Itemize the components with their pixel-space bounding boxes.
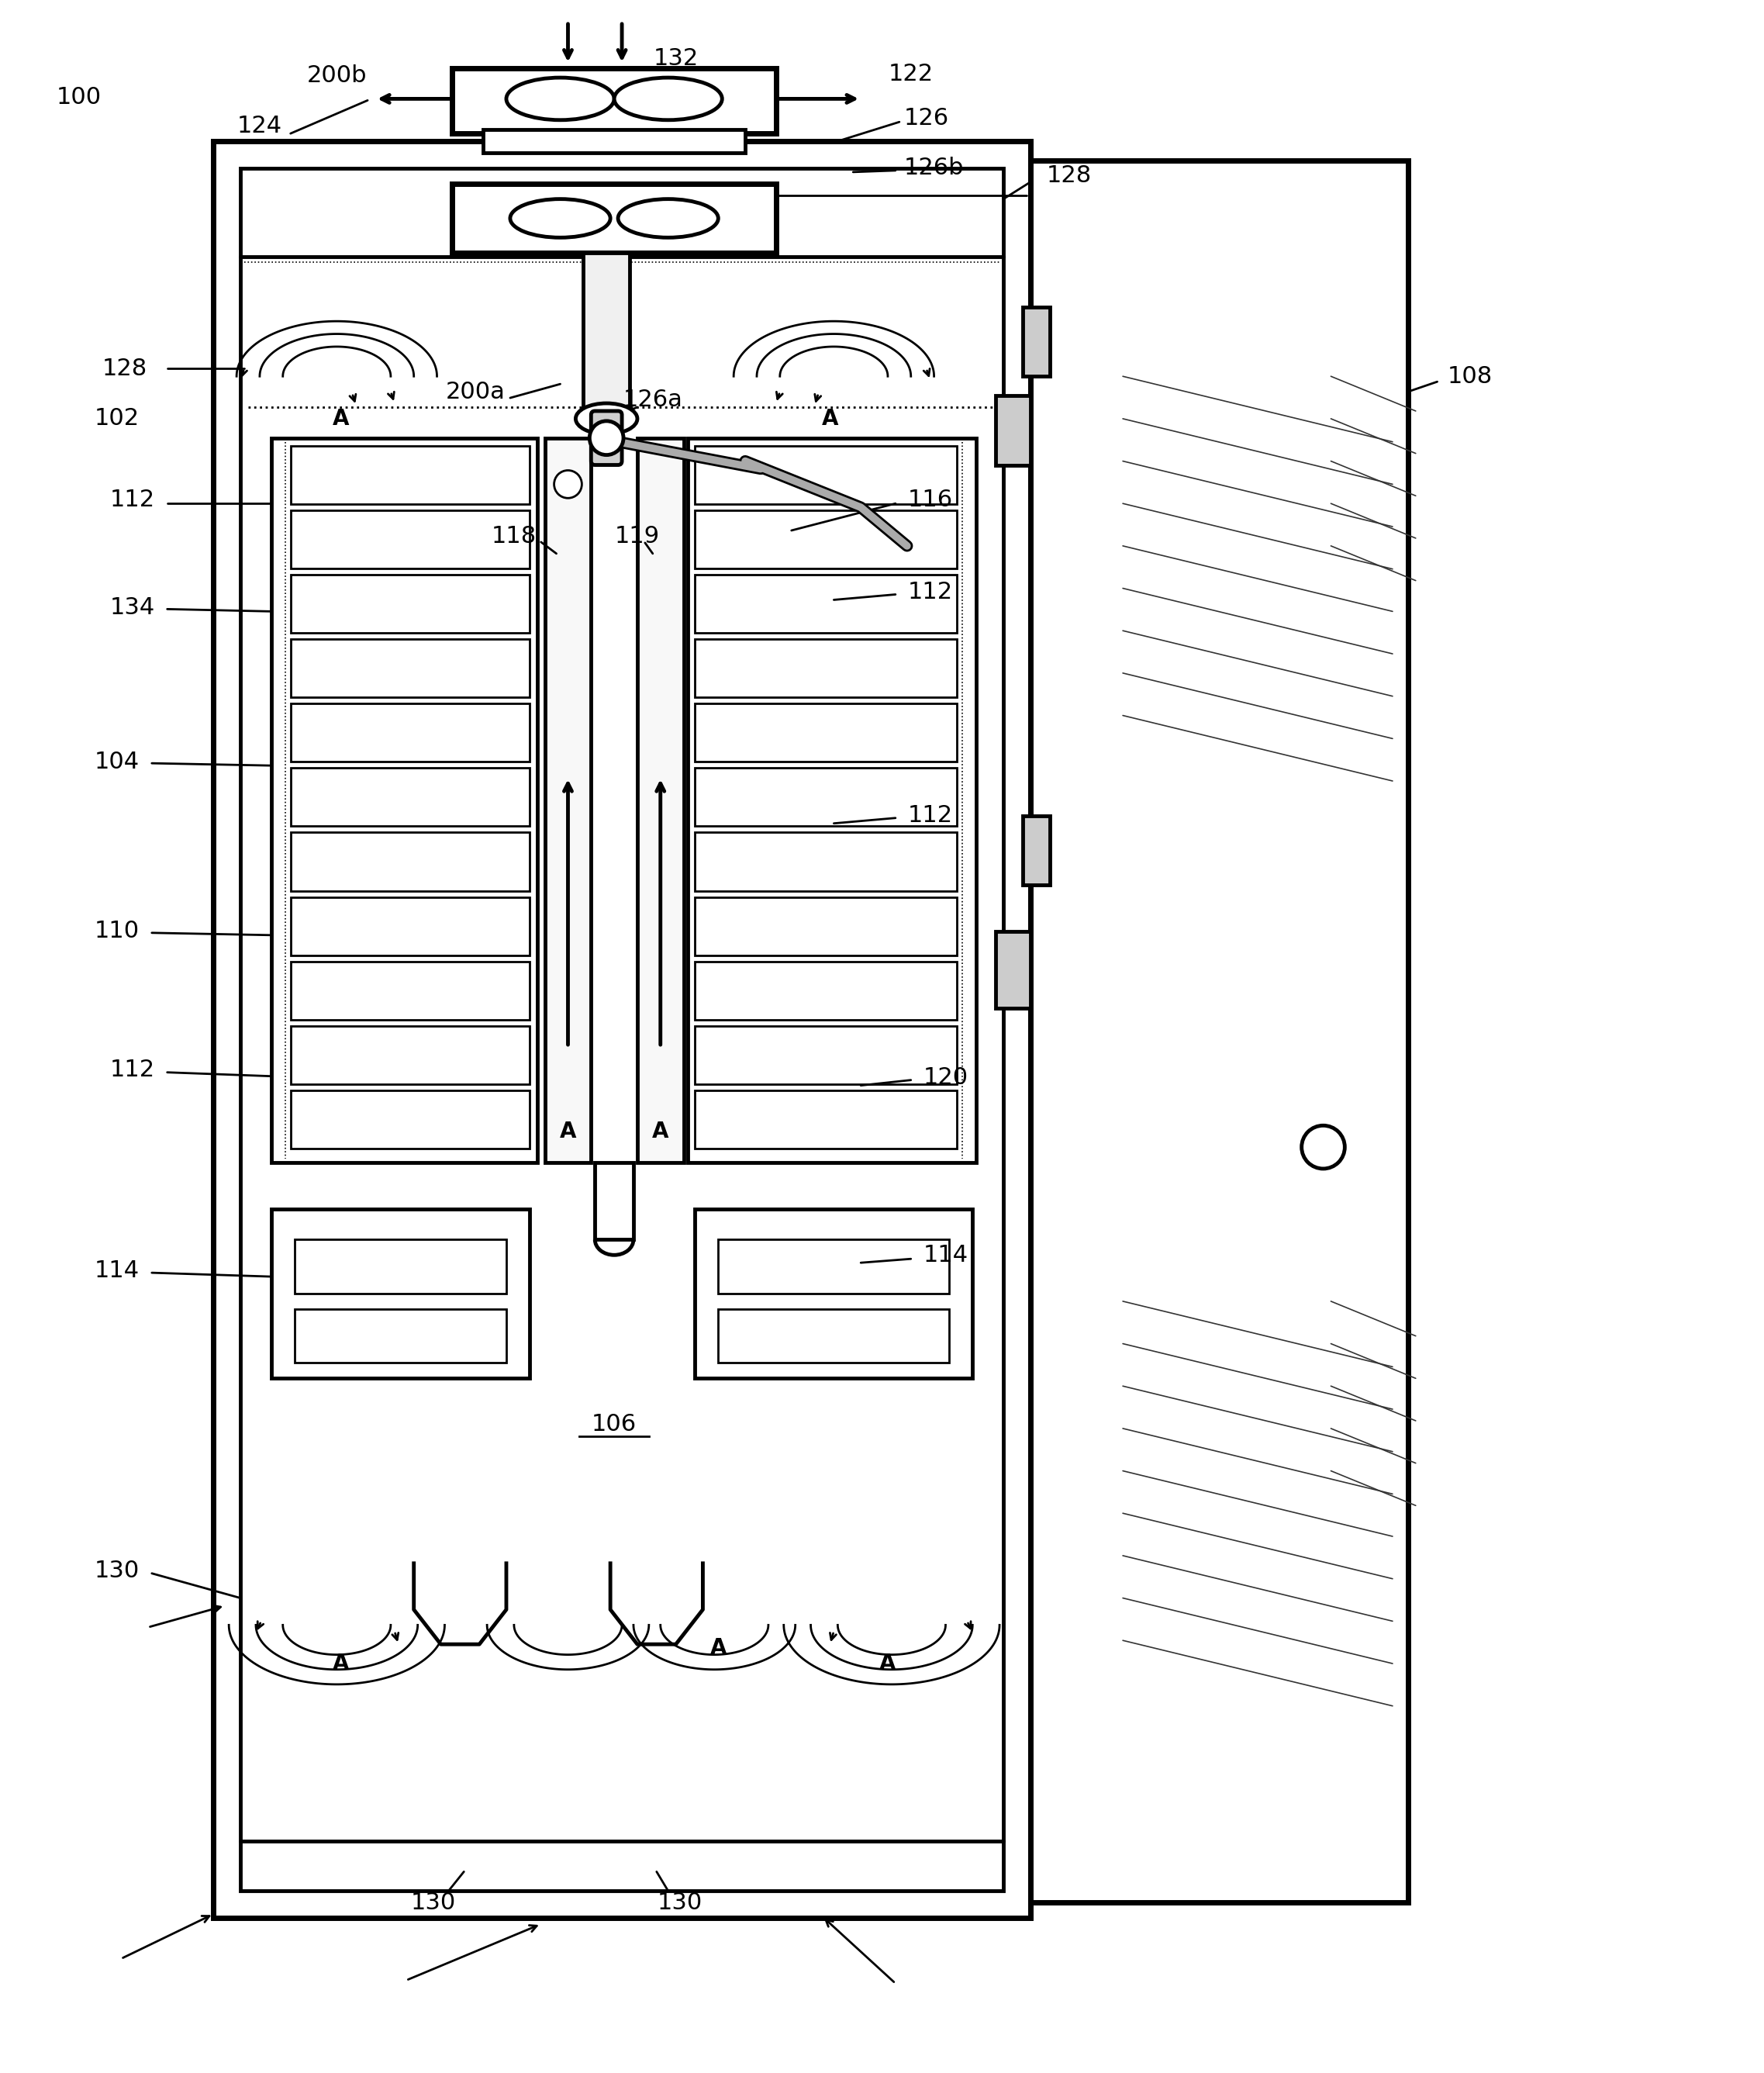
Text: A: A [709, 1638, 727, 1658]
Bar [695, 1026, 958, 1084]
Text: 122: 122 [889, 62, 933, 85]
Bar [695, 962, 958, 1020]
Bar [452, 184, 776, 253]
Bar [695, 767, 958, 827]
Bar [483, 131, 744, 153]
Circle shape [589, 421, 623, 454]
Text: 114: 114 [923, 1244, 968, 1267]
Text: 106: 106 [591, 1414, 637, 1437]
Bar [1023, 307, 1050, 377]
Bar [291, 1026, 529, 1084]
Bar [584, 253, 630, 419]
Text: 112: 112 [109, 1059, 155, 1082]
Bar [1030, 160, 1408, 1903]
Bar [291, 638, 529, 697]
Bar [295, 1240, 506, 1294]
Text: A: A [653, 1121, 669, 1142]
Ellipse shape [617, 199, 718, 238]
Text: A: A [822, 408, 838, 429]
Text: 200b: 200b [307, 64, 367, 87]
Text: 100: 100 [56, 87, 101, 108]
Text: 112: 112 [908, 580, 953, 603]
Bar [718, 1308, 949, 1362]
Bar [272, 1209, 529, 1379]
Bar [545, 437, 591, 1163]
Text: A: A [559, 1121, 577, 1142]
Bar [594, 1163, 633, 1240]
Text: A: A [880, 1652, 896, 1675]
Bar [695, 638, 958, 697]
Bar [695, 703, 958, 763]
Bar [240, 168, 1004, 1891]
Bar [995, 396, 1030, 464]
Text: 118: 118 [492, 524, 536, 547]
Bar [695, 574, 958, 632]
Circle shape [554, 471, 582, 498]
Text: 130: 130 [658, 1891, 702, 1913]
Bar [291, 1090, 529, 1148]
Bar [695, 510, 958, 568]
Text: 130: 130 [95, 1559, 139, 1582]
Bar [295, 1308, 506, 1362]
Bar [272, 437, 536, 1163]
Text: 134: 134 [109, 597, 155, 620]
Bar [291, 898, 529, 956]
Text: 108: 108 [1446, 365, 1492, 388]
Ellipse shape [575, 404, 637, 433]
Text: A: A [332, 1652, 349, 1675]
Text: 128: 128 [102, 357, 148, 379]
Text: 116: 116 [908, 489, 953, 510]
Text: 126: 126 [903, 108, 949, 129]
Text: 126a: 126a [623, 388, 683, 410]
Bar [688, 437, 977, 1163]
Bar [291, 962, 529, 1020]
Text: 128: 128 [1046, 164, 1092, 187]
Bar [213, 141, 1030, 1918]
Text: 126b: 126b [903, 158, 965, 180]
Bar [695, 1209, 972, 1379]
Bar [291, 833, 529, 891]
Ellipse shape [510, 199, 610, 238]
Ellipse shape [506, 77, 614, 120]
Bar [291, 446, 529, 504]
Text: 112: 112 [109, 489, 155, 510]
Bar [637, 437, 684, 1163]
Bar [291, 703, 529, 763]
Text: 132: 132 [653, 48, 699, 70]
Bar [718, 1240, 949, 1294]
Bar [291, 767, 529, 827]
Text: 120: 120 [923, 1066, 968, 1088]
Text: 112: 112 [908, 804, 953, 827]
Text: 104: 104 [95, 750, 139, 773]
Text: A: A [332, 408, 349, 429]
Circle shape [1302, 1126, 1344, 1169]
Text: 119: 119 [616, 524, 660, 547]
Bar [1023, 815, 1050, 885]
FancyBboxPatch shape [591, 410, 623, 464]
Bar [695, 1090, 958, 1148]
Text: 110: 110 [95, 920, 139, 943]
Bar [695, 833, 958, 891]
Ellipse shape [614, 77, 721, 120]
Bar [695, 446, 958, 504]
Bar [995, 931, 1030, 1007]
Text: 124: 124 [236, 114, 282, 137]
Text: 130: 130 [411, 1891, 455, 1913]
Text: 114: 114 [95, 1258, 139, 1281]
Text: 102: 102 [95, 408, 139, 429]
Text: 200a: 200a [446, 381, 505, 402]
Bar [452, 68, 776, 133]
Bar [291, 510, 529, 568]
Bar [695, 898, 958, 956]
Bar [291, 574, 529, 632]
